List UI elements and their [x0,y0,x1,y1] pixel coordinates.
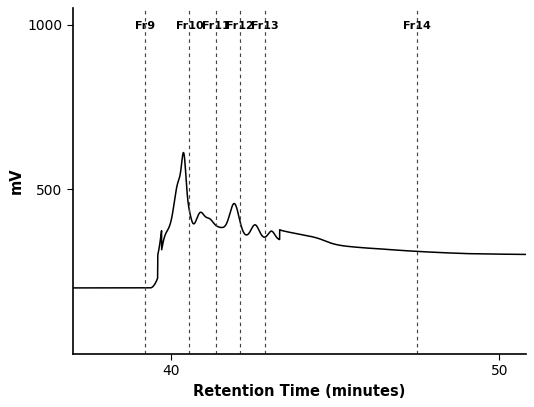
Text: Fr12: Fr12 [226,22,254,31]
Text: Fr14: Fr14 [404,22,431,31]
Text: Fr9: Fr9 [135,22,155,31]
Text: Fr10: Fr10 [176,22,203,31]
Text: Fr11: Fr11 [202,22,230,31]
X-axis label: Retention Time (minutes): Retention Time (minutes) [193,384,405,399]
Y-axis label: mV: mV [9,168,23,194]
Text: Fr13: Fr13 [251,22,279,31]
